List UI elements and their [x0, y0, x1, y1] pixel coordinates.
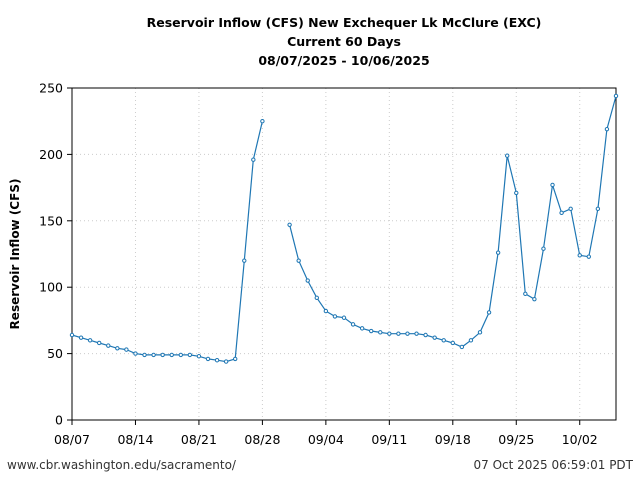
x-tick-label: 08/21 [181, 432, 217, 447]
plot-frame [71, 87, 617, 421]
data-point [341, 315, 347, 320]
chart-title: Reservoir Inflow (CFS) New Exchequer Lk … [146, 15, 542, 30]
data-point [604, 126, 610, 132]
data-point [115, 346, 120, 351]
data-point [151, 352, 156, 358]
data-point [378, 330, 383, 335]
data-point [468, 338, 474, 343]
x-tick-label: 08/28 [244, 432, 280, 447]
data-point [97, 340, 102, 346]
data-point [441, 338, 446, 343]
data-point [613, 93, 619, 99]
data-point [396, 331, 401, 336]
data-point [332, 314, 338, 319]
y-axis: 0 50 100 150 200 250 [39, 81, 72, 428]
y-axis-label: Reservoir Inflow (CFS) [8, 179, 22, 330]
data-point [495, 250, 501, 255]
data-point [178, 352, 184, 358]
data-point [477, 330, 483, 335]
data-point [205, 356, 211, 362]
y-tick-label: 200 [39, 147, 63, 162]
data-point [87, 338, 93, 343]
data-point [233, 356, 238, 362]
data-point [106, 343, 111, 348]
x-tick-label: 09/04 [308, 432, 344, 447]
data-point [459, 344, 465, 350]
data-point [568, 206, 573, 212]
data-point [514, 190, 519, 196]
data-point [160, 352, 165, 358]
data-point [387, 331, 392, 336]
data-point [450, 340, 455, 346]
data-point [577, 253, 582, 258]
data-point [405, 331, 410, 336]
x-tick-label: 09/18 [435, 432, 471, 447]
data-point [423, 332, 428, 338]
data-point [78, 335, 84, 340]
y-tick-label: 0 [55, 413, 63, 428]
data-point [260, 119, 265, 124]
data-point [595, 206, 601, 212]
x-tick-label: 10/02 [562, 432, 598, 447]
footer-timestamp: 07 Oct 2025 06:59:01 PDT [473, 458, 633, 472]
data-point [359, 326, 365, 331]
data-point [169, 352, 174, 358]
x-tick-label: 09/11 [371, 432, 407, 447]
data-point [287, 222, 292, 227]
data-point [187, 352, 193, 358]
series-line-segment [289, 95, 617, 348]
data-point [314, 295, 319, 301]
data-point [196, 354, 202, 359]
data-point [523, 291, 528, 297]
data-point [550, 182, 555, 188]
x-tick-label: 09/25 [498, 432, 534, 447]
chart-date-range: 08/07/2025 - 10/06/2025 [258, 53, 430, 68]
data-point [369, 328, 374, 334]
data-point [541, 246, 546, 251]
data-point [214, 358, 220, 363]
data-point [323, 308, 329, 314]
data-point [559, 210, 564, 216]
data-point [124, 347, 129, 352]
series-line-segment [71, 121, 263, 363]
series-lines [71, 95, 617, 363]
data-point [505, 153, 510, 158]
data-point [414, 331, 419, 336]
y-tick-label: 250 [39, 81, 63, 96]
data-point [251, 157, 256, 162]
footer-url: www.cbr.washington.edu/sacramento/ [7, 458, 236, 472]
data-point [242, 258, 247, 263]
chart-subtitle: Current 60 Days [287, 34, 401, 49]
data-point [432, 335, 437, 340]
data-point [586, 254, 591, 259]
x-tick-label: 08/14 [117, 432, 153, 447]
y-tick-label: 100 [39, 280, 63, 295]
grid-lines [72, 88, 616, 420]
x-tick-label: 08/07 [54, 432, 90, 447]
data-point [223, 359, 229, 364]
data-point [69, 332, 75, 338]
data-point [305, 278, 310, 283]
series-points [69, 93, 619, 364]
y-tick-label: 150 [39, 213, 63, 228]
data-point [350, 322, 356, 327]
data-point [532, 296, 537, 302]
data-point [133, 351, 138, 356]
x-axis: 08/07 08/14 08/21 08/28 09/04 09/11 09/18 09/25… [54, 420, 598, 447]
data-point [486, 310, 492, 315]
data-point [296, 258, 301, 263]
data-point [142, 352, 147, 358]
y-tick-label: 50 [47, 346, 63, 361]
